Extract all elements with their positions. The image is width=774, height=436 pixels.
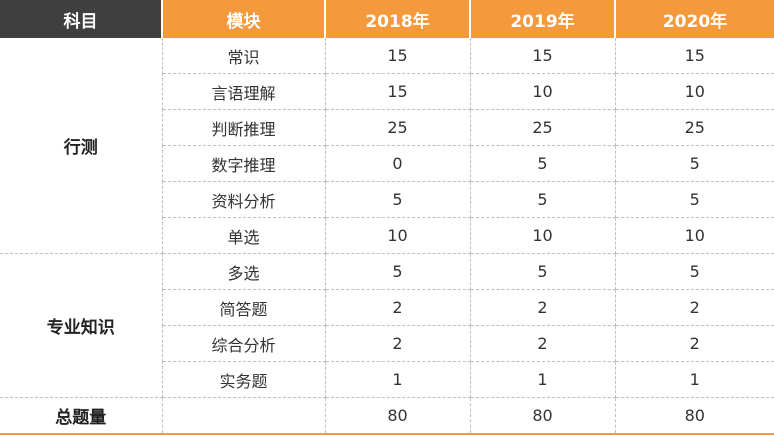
value-cell-2020: 10 [615,73,774,110]
value-cell-2019: 2 [470,325,616,362]
value-cell-2019: 5 [470,181,616,218]
header-2020: 2020年 [615,0,774,38]
value-cell-2019: 10 [470,217,616,254]
total-cell-2018: 80 [325,397,471,435]
module-cell: 多选 [162,253,326,290]
value-cell-2018: 15 [325,38,471,74]
module-cell: 单选 [162,217,326,254]
value-cell-2018: 5 [325,253,471,290]
value-cell-2020: 25 [615,109,774,146]
group-cell-xingce: 行测 [0,38,163,254]
table-row: 数字推理 0 5 5 [0,145,774,182]
group-cell-zhuanye: 专业知识 [0,253,163,398]
table-row: 判断推理 25 25 25 [0,109,774,146]
value-cell-2019: 25 [470,109,616,146]
table-row: 单选 10 10 10 [0,217,774,254]
table-header: 科目 模块 2018年 2019年 2020年 [0,0,774,38]
table-row: 专业知识 多选 5 5 5 [0,253,774,398]
module-cell: 实务题 [162,361,326,398]
value-cell-2019: 2 [470,289,616,326]
value-cell-2018: 2 [325,289,471,326]
value-cell-2020: 5 [615,181,774,218]
value-cell-2019: 1 [470,361,616,398]
table-row: 实务题 1 1 1 [0,361,774,398]
value-cell-2018: 10 [325,217,471,254]
header-2019: 2019年 [470,0,616,38]
value-cell-2020: 5 [615,253,774,290]
module-cell: 综合分析 [162,325,326,362]
module-cell: 简答题 [162,289,326,326]
total-cell-2020: 80 [615,397,774,435]
value-cell-2018: 5 [325,181,471,218]
value-cell-2018: 0 [325,145,471,182]
total-module-cell [162,397,326,435]
module-cell: 判断推理 [162,109,326,146]
value-cell-2019: 5 [470,253,616,290]
module-cell: 资料分析 [162,181,326,218]
value-cell-2020: 2 [615,289,774,326]
total-row: 总题量 80 80 80 [0,397,774,435]
table-row: 资料分析 5 5 5 [0,181,774,218]
table-row: 言语理解 15 10 10 [0,73,774,110]
table-body: 行测 常识 15 15 15 言语理解 15 10 10 判断推理 25 25 … [0,38,774,435]
header-row: 科目 模块 2018年 2019年 2020年 [0,0,774,38]
value-cell-2018: 1 [325,361,471,398]
table-row: 简答题 2 2 2 [0,289,774,326]
table-row: 行测 常识 15 15 15 [0,38,774,254]
value-cell-2019: 5 [470,145,616,182]
header-module: 模块 [162,0,326,38]
module-cell: 常识 [162,38,326,74]
value-cell-2019: 15 [470,38,616,74]
value-cell-2019: 10 [470,73,616,110]
table-row: 综合分析 2 2 2 [0,325,774,362]
value-cell-2018: 2 [325,325,471,362]
total-cell-2019: 80 [470,397,616,435]
value-cell-2020: 1 [615,361,774,398]
value-cell-2018: 25 [325,109,471,146]
total-label: 总题量 [0,397,163,435]
value-cell-2018: 15 [325,73,471,110]
value-cell-2020: 2 [615,325,774,362]
module-cell: 数字推理 [162,145,326,182]
header-subject: 科目 [0,0,163,38]
value-cell-2020: 10 [615,217,774,254]
module-cell: 言语理解 [162,73,326,110]
value-cell-2020: 5 [615,145,774,182]
header-2018: 2018年 [325,0,471,38]
value-cell-2020: 15 [615,38,774,74]
